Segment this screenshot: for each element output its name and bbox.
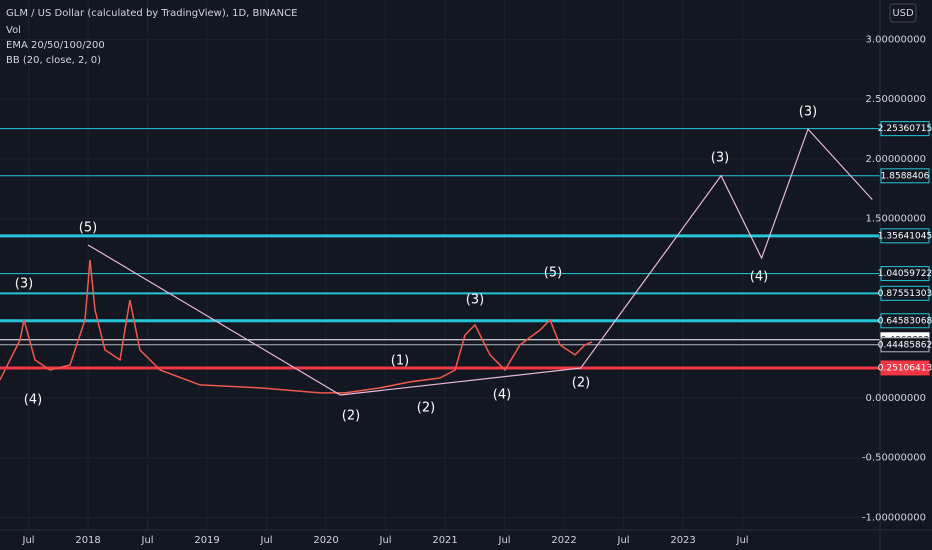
y-tick-label: 1.50000000: [866, 214, 926, 225]
x-tick-label: 2021: [432, 535, 457, 546]
wave-label: (5): [544, 266, 562, 281]
price-level-label-box: [880, 266, 930, 282]
price-level-label-box: [880, 360, 930, 376]
indicator: EMA 20/50/100/200: [6, 40, 105, 51]
wave-label: (2): [417, 401, 435, 416]
currency[interactable]: USD: [892, 8, 914, 19]
price-level-label: 0.44485862: [878, 340, 932, 350]
price-level-label: 1.8588406: [881, 171, 930, 181]
y-tick-label: 0.00000000: [866, 393, 926, 404]
price-level-label: 2.25360715: [878, 124, 932, 134]
indicator: Vol: [6, 25, 21, 36]
wave-label: (2): [342, 409, 360, 424]
wave-label: (1): [391, 354, 409, 369]
y-tick-label: -1.00000000: [862, 512, 926, 523]
x-tick-label: 2020: [313, 535, 338, 546]
wave-label: (3): [15, 277, 33, 292]
price-level-label: 0.64583068: [878, 316, 932, 326]
chart-title: GLM / US Dollar (calculated by TradingVi…: [6, 8, 297, 19]
x-tick-label: 2022: [551, 535, 576, 546]
price-level-label-box: [880, 121, 930, 137]
x-tick-label: 2023: [670, 535, 695, 546]
indicator: BB (20, close, 2, 0): [6, 55, 101, 66]
wave-label: (4): [493, 388, 511, 403]
price-level-label-box: [880, 228, 930, 244]
projection-line: [87, 127, 873, 396]
price-line: [0, 259, 593, 394]
y-tick-label: 2.50000000: [866, 94, 926, 105]
wave-label: (4): [24, 393, 42, 408]
price-level-label: 1.04059722: [878, 269, 932, 279]
x-tick-label: Jul: [22, 535, 35, 546]
y-tick-label: -0.50000000: [862, 453, 926, 464]
price-level-label: 1.35641045: [878, 231, 932, 241]
price-level-label-box: [880, 285, 930, 301]
wave-label: (4): [750, 270, 768, 285]
wave-label: (3): [466, 293, 484, 308]
y-tick-label: 3.00000000: [866, 34, 926, 45]
x-tick-label: Jul: [260, 535, 273, 546]
wave-label: (2): [572, 376, 590, 391]
wave-label: (3): [711, 151, 729, 166]
wave-label: (5): [79, 221, 97, 236]
wave-label: (3): [799, 105, 817, 120]
currency-box[interactable]: [889, 3, 917, 23]
price-level-label-box: [880, 168, 930, 184]
x-tick-label: Jul: [498, 535, 511, 546]
x-tick-label: 2019: [194, 535, 219, 546]
x-tick-label: Jul: [617, 535, 630, 546]
x-tick-label: Jul: [379, 535, 392, 546]
x-tick-label: 2018: [75, 535, 100, 546]
price-level-label-box: [880, 337, 930, 353]
price-level-label: 0.87551303: [878, 289, 932, 299]
price-level-label: 0.25106413: [878, 363, 932, 373]
price-level-label-box: [880, 313, 930, 329]
y-tick-label: 2.00000000: [866, 154, 926, 165]
x-tick-label: Jul: [736, 535, 749, 546]
x-tick-label: Jul: [141, 535, 154, 546]
